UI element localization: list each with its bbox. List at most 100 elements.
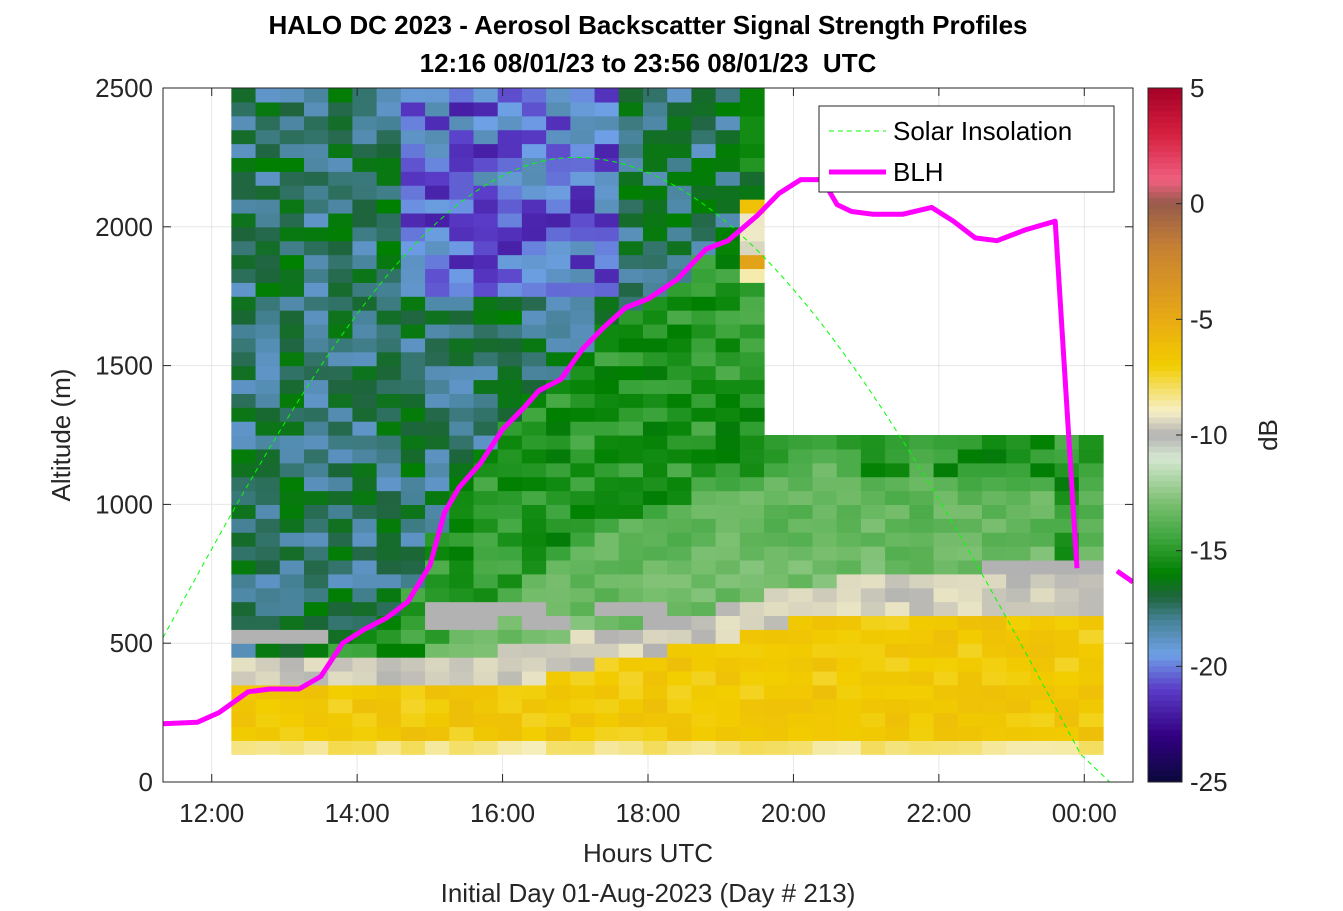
colorbar-segment <box>1148 111 1182 118</box>
heatmap-cell <box>667 226 693 242</box>
heatmap-cell <box>570 462 596 478</box>
heatmap-cell <box>667 684 693 700</box>
heatmap-cell <box>376 657 402 672</box>
heatmap-cell <box>570 629 596 644</box>
heatmap-cell <box>594 393 620 408</box>
heatmap-cell <box>279 393 305 408</box>
heatmap-cell <box>1078 615 1104 630</box>
heatmap-cell <box>473 310 499 325</box>
heatmap-cell <box>667 365 693 381</box>
heatmap-cell <box>788 518 814 533</box>
heatmap-cell <box>400 615 426 630</box>
heatmap-cell <box>279 670 305 686</box>
heatmap-cell <box>546 587 571 603</box>
heatmap-cell <box>521 629 547 644</box>
heatmap-cell <box>497 435 523 450</box>
heatmap-cell <box>715 657 741 672</box>
heatmap-cell <box>400 393 426 408</box>
heatmap-cell <box>425 573 450 589</box>
heatmap-cell <box>691 365 717 381</box>
heatmap-cell <box>521 615 547 630</box>
heatmap-cell <box>231 546 257 561</box>
heatmap-cell <box>1006 435 1031 450</box>
heatmap-cell <box>739 462 765 478</box>
heatmap-cell <box>715 587 741 603</box>
heatmap-cell <box>473 365 499 381</box>
heatmap-cell <box>667 337 693 353</box>
heatmap-cell <box>352 462 378 478</box>
heatmap-cell <box>933 476 959 492</box>
heatmap-cell <box>279 435 305 450</box>
heatmap-cell <box>521 296 547 311</box>
heatmap-cell <box>449 587 475 603</box>
heatmap-cell <box>521 657 547 672</box>
heatmap-cell <box>1030 629 1056 644</box>
colorbar-segment <box>1148 556 1182 563</box>
heatmap-cell <box>618 684 644 700</box>
heatmap-cell <box>739 532 765 547</box>
heatmap-cell <box>328 185 354 200</box>
heatmap-cell <box>667 240 693 256</box>
colorbar-tick-label: -10 <box>1190 420 1228 450</box>
heatmap-cell <box>279 504 305 519</box>
heatmap-cell <box>376 670 402 686</box>
heatmap-cell <box>497 115 523 131</box>
heatmap-cell <box>352 504 378 519</box>
heatmap-cell <box>352 587 378 603</box>
heatmap-cell <box>981 643 1007 658</box>
heatmap-cell <box>425 337 450 353</box>
colorbar-segment <box>1148 186 1182 193</box>
heatmap-cell <box>739 407 765 422</box>
heatmap-cell <box>400 185 426 200</box>
heatmap-cell <box>570 559 596 575</box>
heatmap-cell <box>1030 476 1056 492</box>
heatmap-cell <box>812 629 838 644</box>
heatmap-cell <box>521 115 547 131</box>
heatmap-cell <box>739 296 765 311</box>
heatmap-cell <box>642 101 668 117</box>
colorbar-segment <box>1148 504 1182 511</box>
heatmap-cell <box>303 448 329 464</box>
heatmap-cell <box>812 490 838 505</box>
heatmap-cell <box>691 88 717 103</box>
heatmap-cell <box>449 421 475 436</box>
heatmap-cell <box>473 199 499 214</box>
heatmap-cell <box>352 101 378 117</box>
heatmap-cell <box>328 323 354 339</box>
heatmap-cell <box>376 171 402 186</box>
heatmap-cell <box>1006 643 1031 658</box>
heatmap-cell <box>981 559 1007 575</box>
heatmap-cell <box>836 712 862 728</box>
heatmap-cell <box>739 476 765 492</box>
heatmap-cell <box>497 698 523 714</box>
heatmap-cell <box>618 476 644 492</box>
heatmap-cell <box>836 476 862 492</box>
heatmap-cell <box>449 254 475 270</box>
heatmap-cell <box>255 226 281 242</box>
heatmap-cell <box>618 587 644 603</box>
heatmap-cell <box>400 726 426 741</box>
heatmap-cell <box>303 296 329 311</box>
heatmap-cell <box>667 143 693 158</box>
heatmap-cell <box>328 199 354 214</box>
heatmap-cell <box>400 476 426 492</box>
heatmap-cell <box>303 698 329 714</box>
heatmap-cell <box>642 171 668 186</box>
heatmap-cell <box>618 657 644 672</box>
heatmap-cell <box>981 698 1007 714</box>
heatmap-cell <box>231 226 257 242</box>
heatmap-cell <box>715 559 741 575</box>
heatmap-cell <box>303 559 329 575</box>
heatmap-cell <box>860 476 886 492</box>
series-blh <box>163 177 1133 727</box>
colorbar-segment <box>1148 371 1182 378</box>
heatmap-cell <box>376 546 402 561</box>
heatmap-cell <box>909 504 935 519</box>
heatmap-cell <box>279 740 305 755</box>
heatmap-cell <box>328 448 354 464</box>
heatmap-cell <box>303 199 329 214</box>
heatmap-cell <box>594 559 620 575</box>
heatmap-cell <box>231 670 257 686</box>
heatmap-cell <box>400 143 426 158</box>
heatmap-cell <box>255 379 281 394</box>
